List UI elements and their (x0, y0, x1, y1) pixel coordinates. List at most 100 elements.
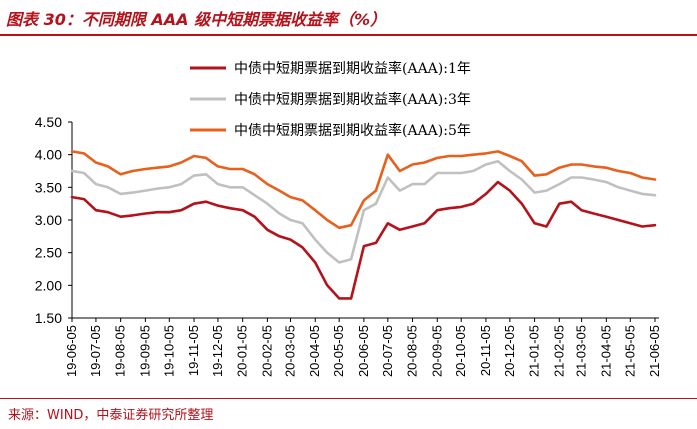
data-point-1 (326, 284, 329, 287)
x-tick-label: 20-09-05 (429, 325, 444, 377)
data-point-2 (266, 202, 269, 205)
data-point-1 (485, 192, 487, 195)
x-tick-label: 20-12-05 (502, 325, 517, 377)
data-point-3 (629, 172, 632, 174)
x-tick-label: 20-10-05 (453, 325, 468, 377)
data-point-3 (654, 178, 656, 181)
data-point-2 (314, 238, 317, 241)
data-point-3 (326, 219, 329, 221)
data-point-3 (119, 173, 122, 176)
data-point-3 (156, 166, 159, 169)
data-point-3 (436, 157, 439, 159)
x-tick-label: 19-12-05 (210, 325, 225, 377)
chart-title: 图表 30：不同期限 AAA 级中短期票据收益率（%） (6, 10, 387, 29)
data-point-3 (278, 189, 281, 192)
x-tick-label: 21-01-05 (527, 325, 542, 377)
data-point-1 (314, 261, 317, 264)
data-point-1 (83, 198, 85, 200)
data-point-1 (205, 200, 207, 203)
data-point-2 (278, 212, 281, 215)
data-point-2 (617, 186, 620, 189)
data-point-2 (558, 183, 561, 185)
data-point-1 (266, 228, 269, 231)
data-point-1 (229, 207, 231, 210)
data-point-2 (508, 170, 511, 172)
data-point-1 (338, 297, 341, 300)
data-point-1 (241, 209, 244, 212)
data-point-2 (131, 191, 134, 194)
data-point-2 (83, 172, 85, 174)
data-point-3 (374, 189, 377, 192)
data-point-3 (605, 166, 608, 169)
x-tick-label: 21-02-05 (551, 325, 566, 377)
data-point-2 (144, 189, 147, 192)
data-point-3 (362, 199, 365, 202)
data-point-2 (168, 186, 171, 189)
x-tick-label: 19-07-05 (88, 325, 103, 377)
data-point-1 (580, 209, 583, 212)
data-point-1 (278, 235, 281, 238)
data-point-1 (641, 225, 644, 228)
data-point-1 (520, 202, 523, 205)
x-tick-label: 20-03-05 (283, 325, 298, 377)
data-point-3 (314, 209, 317, 212)
data-point-1 (95, 209, 97, 212)
data-point-2 (301, 222, 304, 225)
data-point-1 (460, 206, 463, 208)
data-point-1 (398, 228, 401, 231)
data-point-3 (180, 161, 183, 164)
data-point-2 (156, 187, 159, 190)
data-point-1 (423, 222, 426, 225)
data-point-3 (570, 163, 573, 166)
data-point-2 (485, 163, 487, 166)
data-point-2 (338, 261, 341, 264)
data-point-3 (131, 170, 134, 172)
y-tick-label: 4.00 (35, 147, 62, 163)
data-point-2 (460, 172, 463, 174)
data-point-2 (629, 189, 632, 192)
x-tick-label: 20-05-05 (331, 325, 346, 377)
data-point-2 (570, 176, 573, 179)
x-tick-label: 19-10-05 (161, 325, 176, 377)
data-point-1 (71, 196, 73, 199)
data-point-3 (301, 199, 304, 202)
data-point-2 (205, 173, 207, 176)
data-point-3 (95, 161, 97, 164)
x-tick-label: 20-02-05 (259, 325, 274, 377)
x-tick-label: 20-11-05 (478, 325, 493, 376)
data-point-2 (386, 176, 389, 179)
y-tick-label: 2.50 (35, 245, 62, 261)
data-point-2 (533, 191, 536, 194)
data-point-2 (641, 192, 644, 195)
data-point-1 (168, 211, 171, 214)
data-point-2 (423, 183, 426, 185)
data-point-2 (362, 209, 365, 212)
y-tick-label: 3.50 (35, 179, 62, 195)
data-point-2 (520, 178, 523, 181)
data-point-2 (580, 176, 583, 179)
data-point-2 (350, 258, 353, 261)
data-point-1 (350, 297, 353, 300)
data-point-2 (398, 189, 401, 192)
data-point-3 (533, 174, 536, 177)
data-point-3 (83, 152, 85, 155)
data-point-2 (374, 202, 377, 205)
y-tick-label: 1.50 (35, 310, 62, 326)
data-point-3 (398, 170, 401, 172)
data-point-3 (241, 168, 244, 170)
data-point-1 (654, 224, 656, 227)
data-point-2 (95, 183, 97, 185)
data-point-1 (119, 215, 122, 218)
data-point-2 (229, 186, 231, 189)
x-tick-label: 19-08-05 (113, 325, 128, 377)
x-tick-label: 20-08-05 (405, 325, 420, 377)
x-tick-label: 21-04-05 (598, 325, 613, 377)
y-tick-label: 2.00 (35, 277, 62, 293)
data-point-2 (326, 251, 329, 254)
data-point-3 (193, 155, 195, 157)
legend-label-1: 中债中短期票据到期收益率(AAA):1年 (234, 60, 471, 77)
data-point-2 (180, 183, 183, 185)
y-tick-label: 3.00 (35, 212, 62, 228)
data-point-1 (301, 246, 304, 249)
